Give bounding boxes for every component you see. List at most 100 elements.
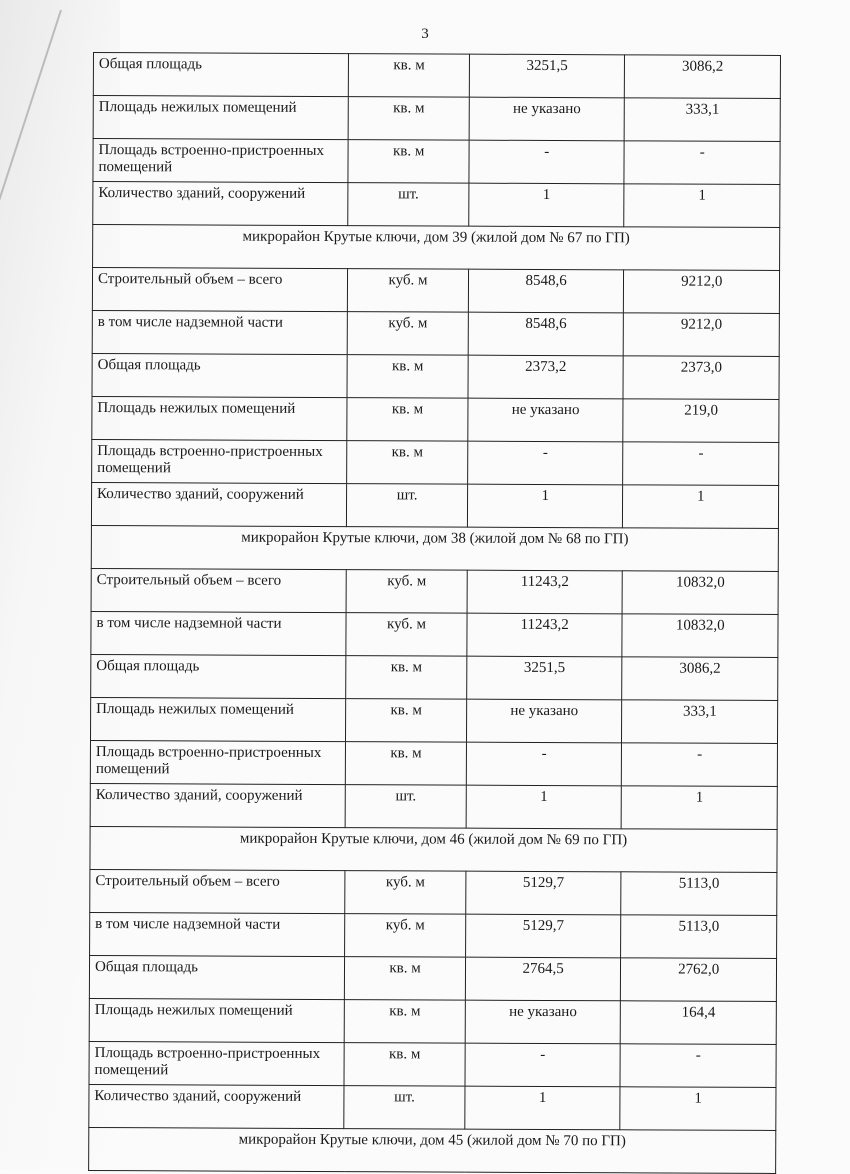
actual-value-cell: 10832,0 [622,570,779,615]
unit-cell: куб. м [344,913,466,958]
parameter-name-cell: Площадь нежилых помещений [90,697,346,742]
actual-value-cell: 10832,0 [622,613,779,658]
actual-value-cell: - [624,140,781,185]
planned-value-cell: не указано [467,398,624,442]
parameter-name-cell: Площадь нежилых помещений [93,95,349,140]
table-row: Количество зданий, сооружений шт. 1 1 [90,783,778,830]
planned-value-cell: 11243,2 [466,613,623,657]
planned-value-cell: - [466,742,622,786]
parameter-name-cell: Площадь встроенно-пристроенных помещений [92,138,349,183]
actual-value-cell: 1 [622,484,779,529]
actual-value-cell: 9212,0 [623,269,780,314]
actual-value-cell: 2373,0 [623,355,780,400]
table-row: Общая площадь кв. м 2764,5 2762,0 [89,955,777,1002]
table-row: Площадь нежилых помещений кв. м не указано… [93,95,781,142]
unit-cell: куб. м [345,870,466,915]
table-row: Площадь встроенно-пристроенных помещений… [92,138,781,185]
table-row: Общая площадь кв. м 3251,5 3086,2 [90,654,778,701]
table-row: Площадь нежилых помещений кв. м не указано… [91,396,779,443]
section-heading-row: микрорайон Крутые ключи, дом 39 (жилой д… [92,224,780,271]
planned-value-cell: 5129,7 [465,914,622,958]
section-heading: микрорайон Крутые ключи, дом 45 (жилой д… [88,1127,776,1174]
table-row: Общая площадь кв. м 2373,2 2373,0 [91,353,780,400]
unit-cell: шт. [344,1085,465,1130]
table-row: Площадь встроенно-пристроенных помещений… [90,740,778,787]
actual-value-cell: 3086,2 [624,54,781,99]
actual-value-cell: - [623,441,779,486]
parameter-name-cell: Площадь встроенно-пристроенных помещений [91,439,348,484]
planned-value-cell: 5129,7 [465,871,622,915]
planned-value-cell: 1 [468,183,625,227]
actual-value-cell: 219,0 [623,398,779,443]
parameter-name-cell: в том числе надземной части [89,912,346,957]
section-heading: микрорайон Крутые ключи, дом 46 (жилой д… [89,826,778,873]
parameter-name-cell: Количество зданий, сооружений [88,1084,345,1129]
table-row: Строительный объем – всего куб. м 8548,6 92… [92,267,780,314]
planned-value-cell: - [464,1043,621,1087]
planned-value-cell: не указано [466,699,623,743]
table-row: в том числе надземной части куб. м 11243,2… [90,611,779,658]
parameter-name-cell: Общая площадь [89,955,345,1000]
unit-cell: кв. м [347,354,469,399]
actual-value-cell: 1 [621,785,778,830]
planned-value-cell: 8548,6 [468,269,624,313]
parameter-name-cell: в том числе надземной части [92,310,348,355]
actual-value-cell: 2762,0 [620,957,777,1002]
planned-value-cell: 3251,5 [466,656,623,700]
unit-cell: шт. [346,483,468,528]
actual-value-cell: 1 [624,183,780,228]
planned-value-cell: 1 [467,484,624,528]
page-number: 3 [421,26,429,42]
parameter-name-cell: Площадь встроенно-пристроенных помещений [88,1041,345,1086]
parameter-name-cell: Строительный объем – всего [89,869,346,914]
unit-cell: кв. м [348,139,469,184]
actual-value-cell: 164,4 [620,1000,777,1045]
parameter-name-cell: Общая площадь [93,52,349,97]
unit-cell: кв. м [344,999,466,1044]
table-row: Количество зданий, сооружений шт. 1 1 [92,181,780,228]
planned-value-cell: не указано [465,1000,621,1044]
table-row: Площадь встроенно-пристроенных помещений… [91,439,779,486]
planned-value-cell: 1 [464,1086,621,1130]
actual-value-cell: - [621,742,778,787]
planned-value-cell: 11243,2 [466,570,623,614]
parameter-name-cell: Площадь встроенно-пристроенных помещений [90,740,346,785]
table-row: Площадь нежилых помещений кв. м не указано… [89,998,777,1045]
unit-cell: шт. [348,182,469,227]
unit-cell: куб. м [347,268,469,313]
unit-cell: кв. м [345,741,467,786]
actual-value-cell: 9212,0 [623,312,780,357]
unit-cell: кв. м [344,1042,466,1087]
unit-cell: кв. м [347,397,468,442]
planned-value-cell: 3251,5 [469,54,625,98]
table-row: Строительный объем – всего куб. м 5129,7 51… [89,869,777,916]
unit-cell: куб. м [347,311,469,356]
actual-value-cell: 5113,0 [621,871,777,916]
actual-value-cell: - [620,1043,777,1088]
actual-value-cell: 333,1 [624,97,781,142]
unit-cell: кв. м [345,655,467,700]
parameter-name-cell: Площадь нежилых помещений [91,396,348,441]
actual-value-cell: 3086,2 [622,656,778,701]
section-heading-row: микрорайон Крутые ключи, дом 46 (жилой д… [89,826,778,873]
section-heading: микрорайон Крутые ключи, дом 38 (жилой д… [91,525,779,572]
section-heading-row: микрорайон Крутые ключи, дом 45 (жилой д… [88,1127,776,1174]
planned-value-cell: 2373,2 [467,355,624,399]
scan-page-edge-shadow [0,0,120,1169]
planned-value-cell: 2764,5 [465,957,621,1001]
building-parameters-table: Общая площадь кв. м 3251,5 3086,2 Площадь не… [88,52,781,1174]
planned-value-cell: 8548,6 [468,312,624,356]
parameter-name-cell: Площадь нежилых помещений [89,998,345,1043]
planned-value-cell: 1 [465,785,622,829]
table-row: в том числе надземной части куб. м 8548,6 9… [92,310,780,357]
unit-cell: шт. [345,784,467,829]
unit-cell: кв. м [346,440,468,485]
parameter-name-cell: Количество зданий, сооружений [90,783,346,828]
unit-cell: кв. м [348,53,470,98]
unit-cell: куб. м [346,569,468,614]
parameter-name-cell: Количество зданий, сооружений [91,482,347,527]
actual-value-cell: 1 [620,1086,776,1131]
unit-cell: кв. м [344,956,466,1001]
table-row: Площадь нежилых помещений кв. м не указано… [90,697,778,744]
unit-cell: кв. м [345,698,467,743]
